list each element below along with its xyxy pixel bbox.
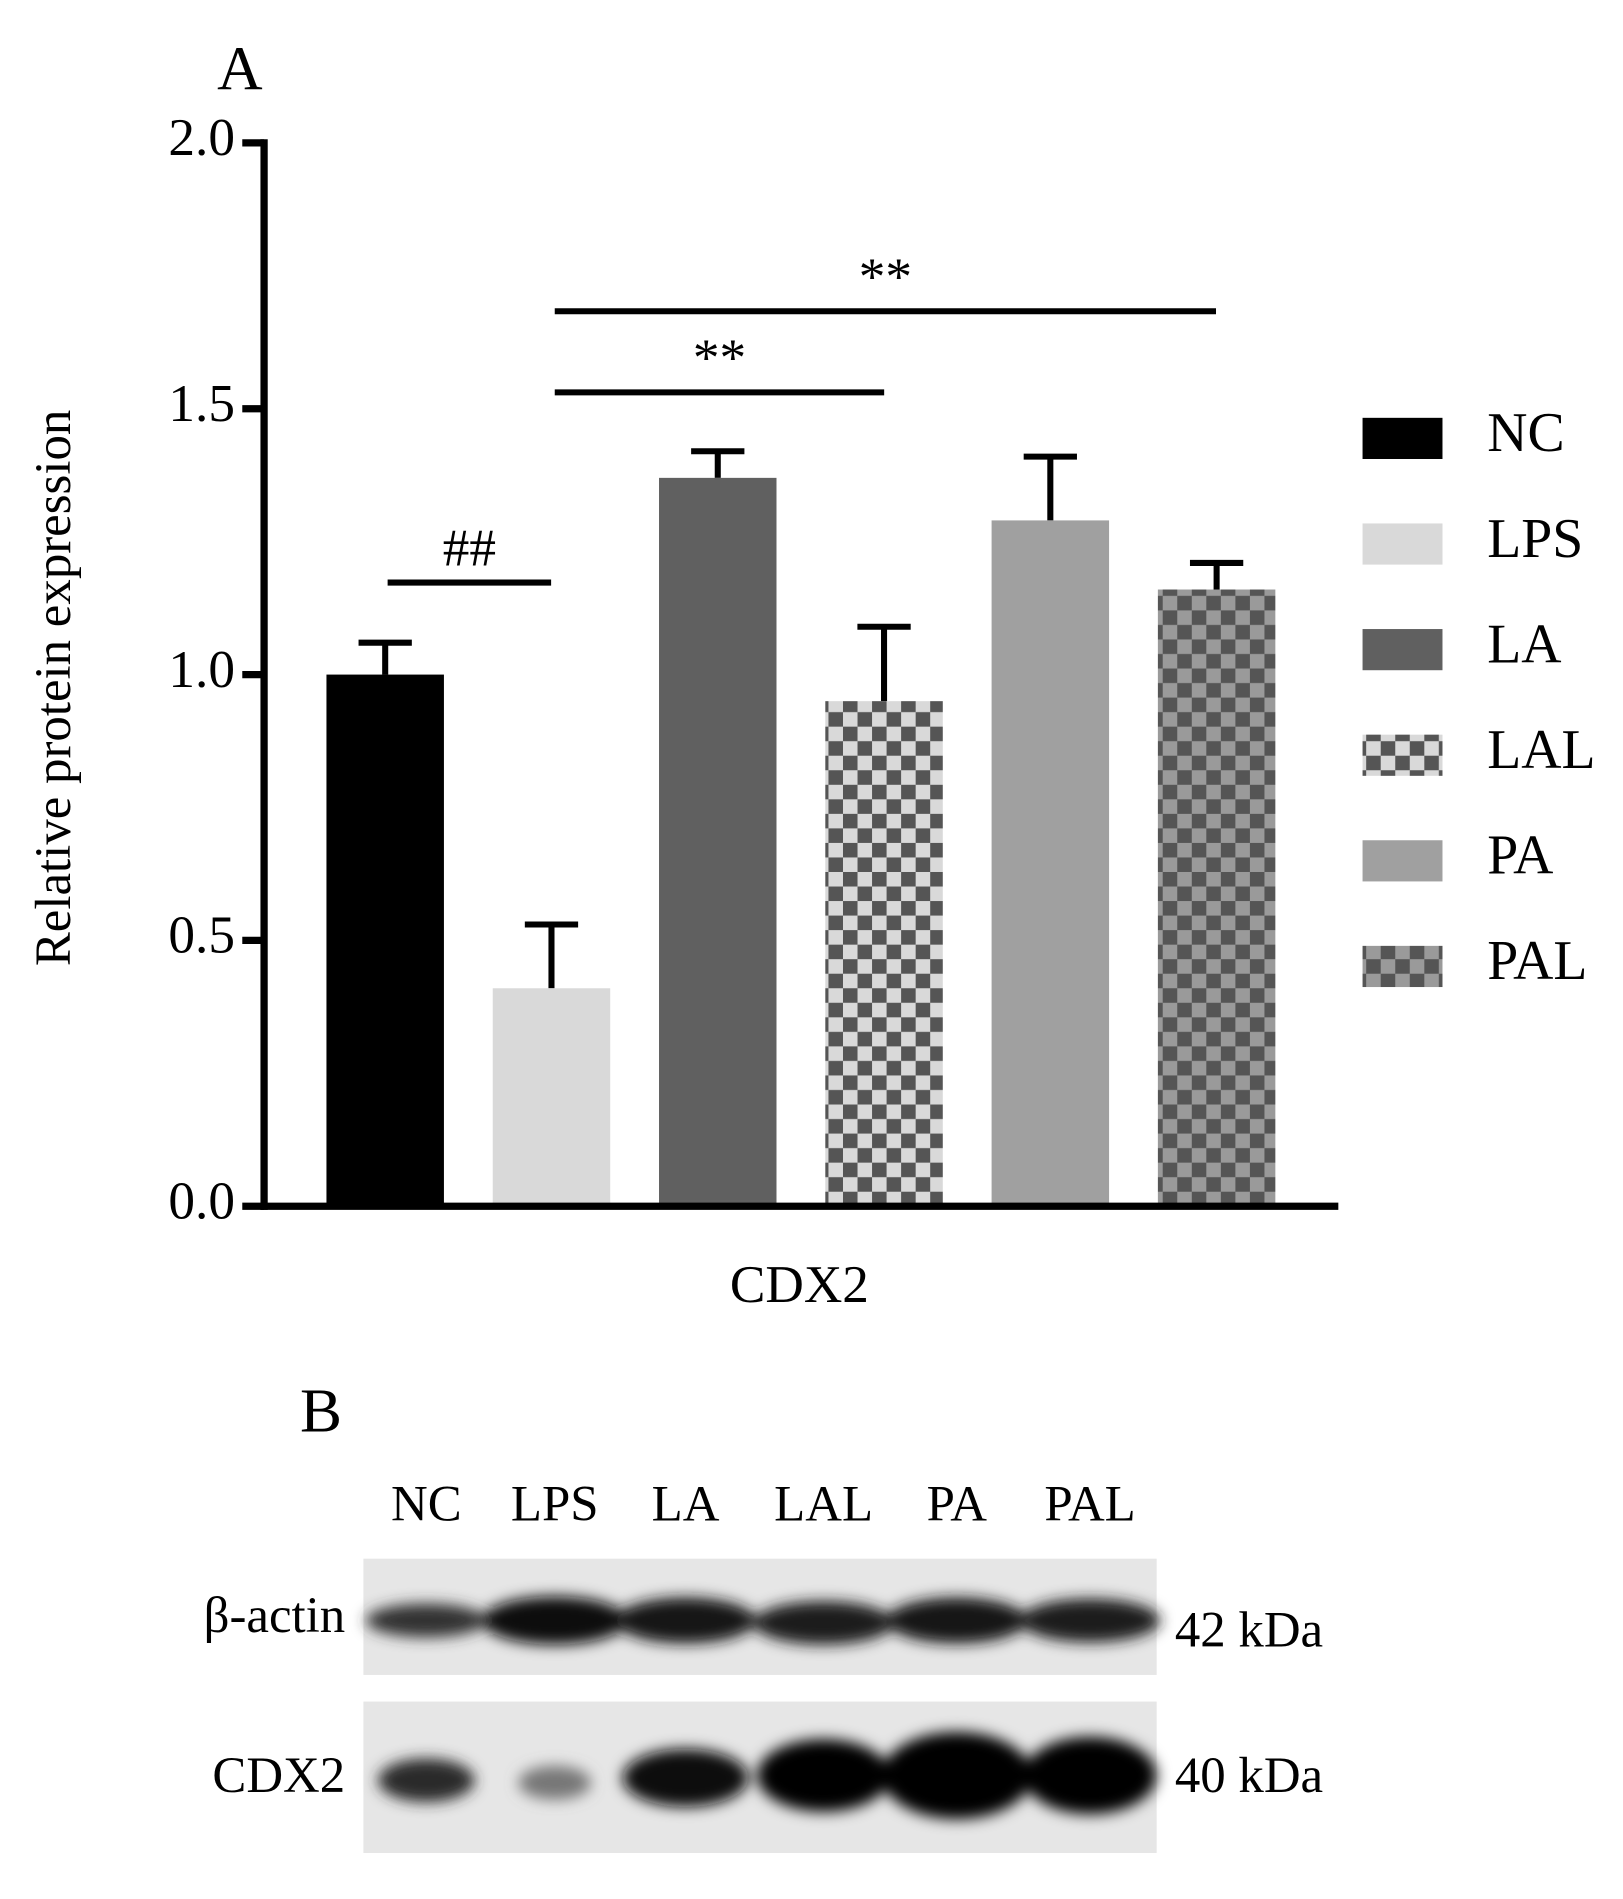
panel-label: A bbox=[217, 34, 263, 104]
legend-swatch bbox=[1362, 840, 1443, 882]
y-tick-label: 1.0 bbox=[168, 640, 235, 699]
lane-label: LPS bbox=[511, 1477, 599, 1533]
x-tick-label: CDX2 bbox=[730, 1255, 869, 1314]
y-tick-label: 0.0 bbox=[168, 1171, 235, 1230]
bar bbox=[326, 674, 444, 1207]
y-tick-label: 0.5 bbox=[168, 906, 235, 965]
significance-label: ** bbox=[693, 329, 746, 388]
legend-label: LPS bbox=[1487, 508, 1583, 570]
significance-label: ** bbox=[859, 247, 912, 306]
row-label: β-actin bbox=[204, 1588, 346, 1644]
lane-label: NC bbox=[391, 1477, 462, 1533]
y-tick-label: 2.0 bbox=[168, 108, 235, 167]
legend-label: LAL bbox=[1487, 719, 1595, 781]
bar bbox=[659, 477, 777, 1207]
legend-label: PA bbox=[1487, 825, 1553, 887]
legend-swatch bbox=[1362, 417, 1443, 460]
legend-swatch bbox=[1362, 734, 1443, 776]
row-label: CDX2 bbox=[212, 1748, 345, 1804]
lane-label: LAL bbox=[774, 1477, 873, 1533]
blot-bands bbox=[365, 1596, 1161, 1820]
legend-label: LA bbox=[1487, 613, 1561, 675]
bar bbox=[825, 701, 943, 1207]
y-axis-title: Relative protein expression bbox=[26, 410, 82, 966]
bar bbox=[991, 520, 1110, 1207]
bar bbox=[492, 988, 611, 1207]
legend-swatch bbox=[1362, 629, 1443, 671]
y-tick-label: 1.5 bbox=[168, 374, 235, 433]
panel-label: B bbox=[300, 1375, 342, 1445]
significance-label: ## bbox=[443, 519, 496, 578]
legend-swatch bbox=[1362, 945, 1443, 988]
lane-label: PA bbox=[927, 1477, 988, 1533]
legend-label: NC bbox=[1487, 402, 1564, 464]
bar bbox=[1157, 589, 1276, 1207]
legend-label: PAL bbox=[1487, 930, 1587, 992]
lane-label: LA bbox=[652, 1477, 720, 1533]
legend-swatch bbox=[1362, 523, 1443, 565]
size-label: 40 kDa bbox=[1175, 1748, 1323, 1804]
size-label: 42 kDa bbox=[1175, 1603, 1323, 1659]
lane-label: PAL bbox=[1044, 1477, 1135, 1533]
